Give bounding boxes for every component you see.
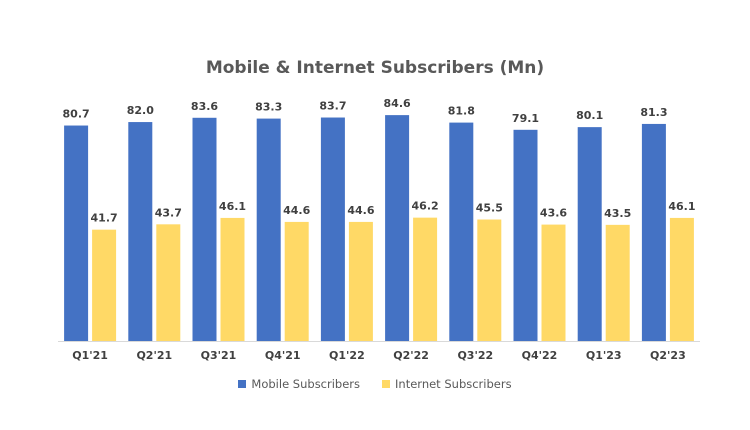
- bar-internet-1: [156, 224, 181, 341]
- bar-internet-9: [669, 217, 694, 341]
- x-tick-label-0: Q1'21: [72, 349, 108, 362]
- data-label-internet-9: 46.1: [668, 200, 695, 213]
- legend-item-mobile: Mobile Subscribers: [238, 377, 360, 391]
- legend-label-mobile: Mobile Subscribers: [251, 377, 361, 391]
- data-label-internet-6: 45.5: [476, 202, 503, 215]
- bar-mobile-8: [577, 127, 602, 342]
- bar-mobile-0: [64, 125, 89, 341]
- data-label-mobile-1: 82.0: [127, 104, 154, 117]
- data-label-internet-7: 43.6: [540, 207, 567, 220]
- data-label-internet-3: 44.6: [283, 204, 310, 217]
- bar-internet-6: [477, 219, 502, 341]
- bar-mobile-9: [641, 123, 666, 341]
- bar-mobile-5: [385, 115, 410, 341]
- bar-internet-3: [284, 221, 309, 341]
- data-label-internet-4: 44.6: [347, 204, 374, 217]
- legend-label-internet: Internet Subscribers: [395, 377, 512, 391]
- chart-title: Mobile & Internet Subscribers (Mn): [205, 58, 545, 78]
- data-label-internet-0: 41.7: [91, 212, 118, 225]
- x-tick-label-1: Q2'21: [136, 349, 172, 362]
- bar-internet-8: [605, 224, 630, 341]
- bar-mobile-6: [449, 122, 474, 342]
- bar-internet-4: [348, 221, 373, 341]
- data-label-mobile-2: 83.6: [191, 100, 218, 113]
- bar-internet-7: [541, 224, 566, 341]
- data-label-mobile-6: 81.8: [448, 105, 475, 118]
- bar-mobile-1: [128, 122, 153, 341]
- bar-mobile-4: [320, 117, 345, 341]
- data-label-mobile-9: 81.3: [640, 106, 667, 119]
- x-tick-label-9: Q2'23: [650, 349, 686, 362]
- data-label-mobile-4: 83.7: [319, 100, 346, 113]
- x-tick-label-3: Q4'21: [265, 349, 301, 362]
- legend: Mobile Subscribers Internet Subscribers: [0, 377, 750, 391]
- bar-internet-5: [413, 217, 438, 341]
- x-tick-label-7: Q4'22: [522, 349, 558, 362]
- bar-mobile-7: [513, 129, 538, 341]
- bar-internet-2: [220, 217, 245, 341]
- data-label-internet-1: 43.7: [155, 206, 182, 219]
- data-label-internet-2: 46.1: [219, 200, 246, 213]
- x-tick-label-4: Q1'22: [329, 349, 365, 362]
- legend-swatch-mobile: [238, 380, 247, 388]
- data-label-mobile-0: 80.7: [63, 108, 90, 121]
- data-label-internet-5: 46.2: [412, 200, 439, 213]
- data-label-mobile-3: 83.3: [255, 101, 282, 114]
- x-tick-label-2: Q3'21: [201, 349, 237, 362]
- x-tick-label-8: Q1'23: [586, 349, 622, 362]
- data-label-mobile-7: 79.1: [512, 112, 539, 125]
- legend-item-internet: Internet Subscribers: [382, 377, 512, 391]
- data-label-mobile-5: 84.6: [384, 97, 411, 110]
- bar-mobile-3: [256, 118, 281, 342]
- bar-mobile-2: [192, 117, 217, 342]
- legend-swatch-internet: [382, 380, 391, 388]
- x-tick-label-5: Q2'22: [393, 349, 429, 362]
- bar-internet-0: [92, 229, 117, 341]
- x-tick-label-6: Q3'22: [457, 349, 493, 362]
- data-label-mobile-8: 80.1: [576, 109, 603, 122]
- data-label-internet-8: 43.5: [604, 207, 631, 220]
